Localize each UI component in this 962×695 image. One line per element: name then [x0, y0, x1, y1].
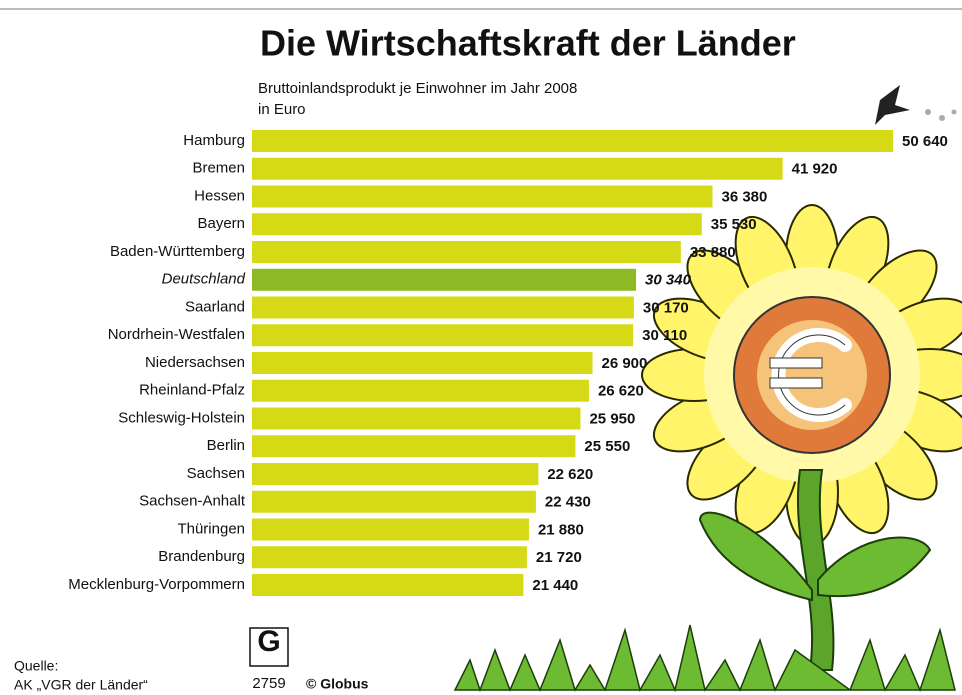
source: AK „VGR der Länder“ — [14, 677, 148, 693]
value-label: 26 900 — [601, 355, 647, 372]
value-label: 30 340 — [645, 272, 692, 289]
bar — [252, 546, 527, 568]
bar — [252, 213, 702, 235]
bar — [252, 158, 783, 180]
value-label: 25 950 — [589, 410, 635, 427]
category-label: Thüringen — [177, 520, 245, 537]
subtitle: Bruttoinlandsprodukt je Einwohner im Jah… — [258, 80, 577, 97]
chart: Die Wirtschaftskraft der Länder Bruttoin… — [0, 0, 962, 695]
value-label: 30 170 — [643, 299, 689, 316]
bar — [252, 408, 580, 430]
bar — [252, 435, 575, 457]
category-label: Bremen — [192, 160, 245, 177]
category-label: Hamburg — [183, 132, 245, 149]
category-label: Baden-Württemberg — [110, 243, 245, 260]
value-label: 21 880 — [538, 521, 584, 538]
bar — [252, 324, 633, 346]
source: Quelle: — [14, 658, 58, 674]
logo: G — [257, 625, 280, 658]
bar — [252, 241, 681, 263]
bar — [252, 186, 712, 208]
bar — [252, 491, 536, 513]
value-label: 22 430 — [545, 494, 591, 511]
category-label: Bayern — [197, 215, 245, 232]
bar — [252, 130, 893, 152]
category-label: Berlin — [207, 437, 245, 454]
bar — [252, 352, 592, 374]
category-label: Sachsen-Anhalt — [139, 493, 246, 510]
bar — [252, 380, 589, 402]
value-label: 35 530 — [711, 216, 757, 233]
category-label: Hessen — [194, 187, 245, 204]
category-label: Mecklenburg-Vorpommern — [68, 576, 245, 593]
value-label: 21 720 — [536, 549, 582, 566]
value-label: 26 620 — [598, 383, 644, 400]
chart-title: Die Wirtschaftskraft der Länder — [260, 23, 796, 64]
category-label: Nordrhein-Westfalen — [108, 326, 245, 343]
category-label: Niedersachsen — [145, 354, 245, 371]
category-label: Deutschland — [162, 271, 246, 288]
category-label: Saarland — [185, 298, 245, 315]
bar — [252, 519, 529, 541]
bar — [252, 297, 634, 319]
category-label: Rheinland-Pfalz — [139, 382, 245, 399]
chart-number: 2759 — [252, 675, 285, 692]
value-label: 36 380 — [721, 188, 767, 205]
value-label: 22 620 — [547, 466, 593, 483]
category-label: Schleswig-Holstein — [118, 409, 245, 426]
category-label: Brandenburg — [158, 548, 245, 565]
value-label: 25 550 — [584, 438, 630, 455]
bar — [252, 574, 523, 596]
value-label: 30 110 — [642, 327, 687, 344]
value-label: 33 880 — [690, 244, 736, 261]
category-label: Sachsen — [187, 465, 245, 482]
subtitle: in Euro — [258, 101, 306, 118]
value-label: 41 920 — [792, 161, 838, 178]
value-label: 21 440 — [532, 577, 578, 594]
value-label: 50 640 — [902, 133, 948, 150]
bar — [252, 463, 538, 485]
credit: © Globus — [306, 676, 369, 692]
bar — [252, 269, 636, 291]
